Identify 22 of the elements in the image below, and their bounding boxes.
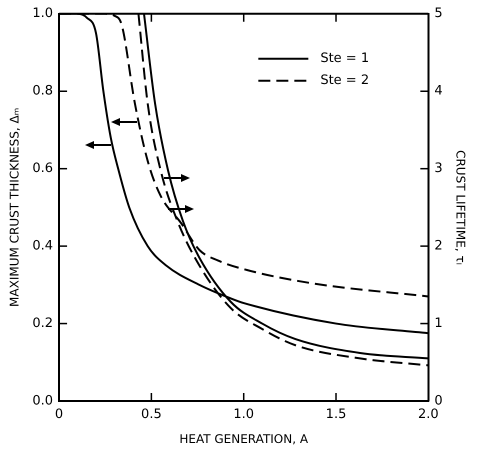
y-tick-label: 0.8: [32, 84, 54, 99]
y-axis-title: MAXIMUM CRUST THICKNESS, Δₘ: [7, 108, 22, 307]
x-tick-label: 1.0: [233, 407, 254, 422]
legend-label: Ste = 2: [320, 73, 370, 88]
y2-tick-label: 3: [434, 161, 443, 176]
x-tick-label: 1.5: [326, 407, 346, 422]
y2-tick-label: 5: [434, 6, 443, 22]
y2-tick-label: 4: [434, 84, 443, 99]
x-axis-title: HEAT GENERATION, A: [179, 432, 309, 446]
x-tick-label: 0.5: [141, 407, 162, 422]
x-tick-label: 0: [54, 407, 64, 422]
y2-axis-title: CRUST LIFETIME, τₗ: [454, 150, 468, 265]
y-tick-label: 1.0: [32, 6, 54, 22]
y2-tick-label: 1: [434, 316, 443, 331]
y-tick-label: 0.6: [32, 161, 54, 176]
x-tick-label: 2.0: [418, 407, 439, 422]
legend-label: Ste = 1: [320, 51, 370, 66]
y-tick-label: 0.4: [32, 238, 54, 254]
y-tick-label: 0.2: [32, 316, 54, 331]
y2-tick-label: 0: [434, 393, 443, 408]
y-tick-label: 0.0: [32, 393, 54, 408]
y2-tick-label: 2: [434, 238, 443, 254]
